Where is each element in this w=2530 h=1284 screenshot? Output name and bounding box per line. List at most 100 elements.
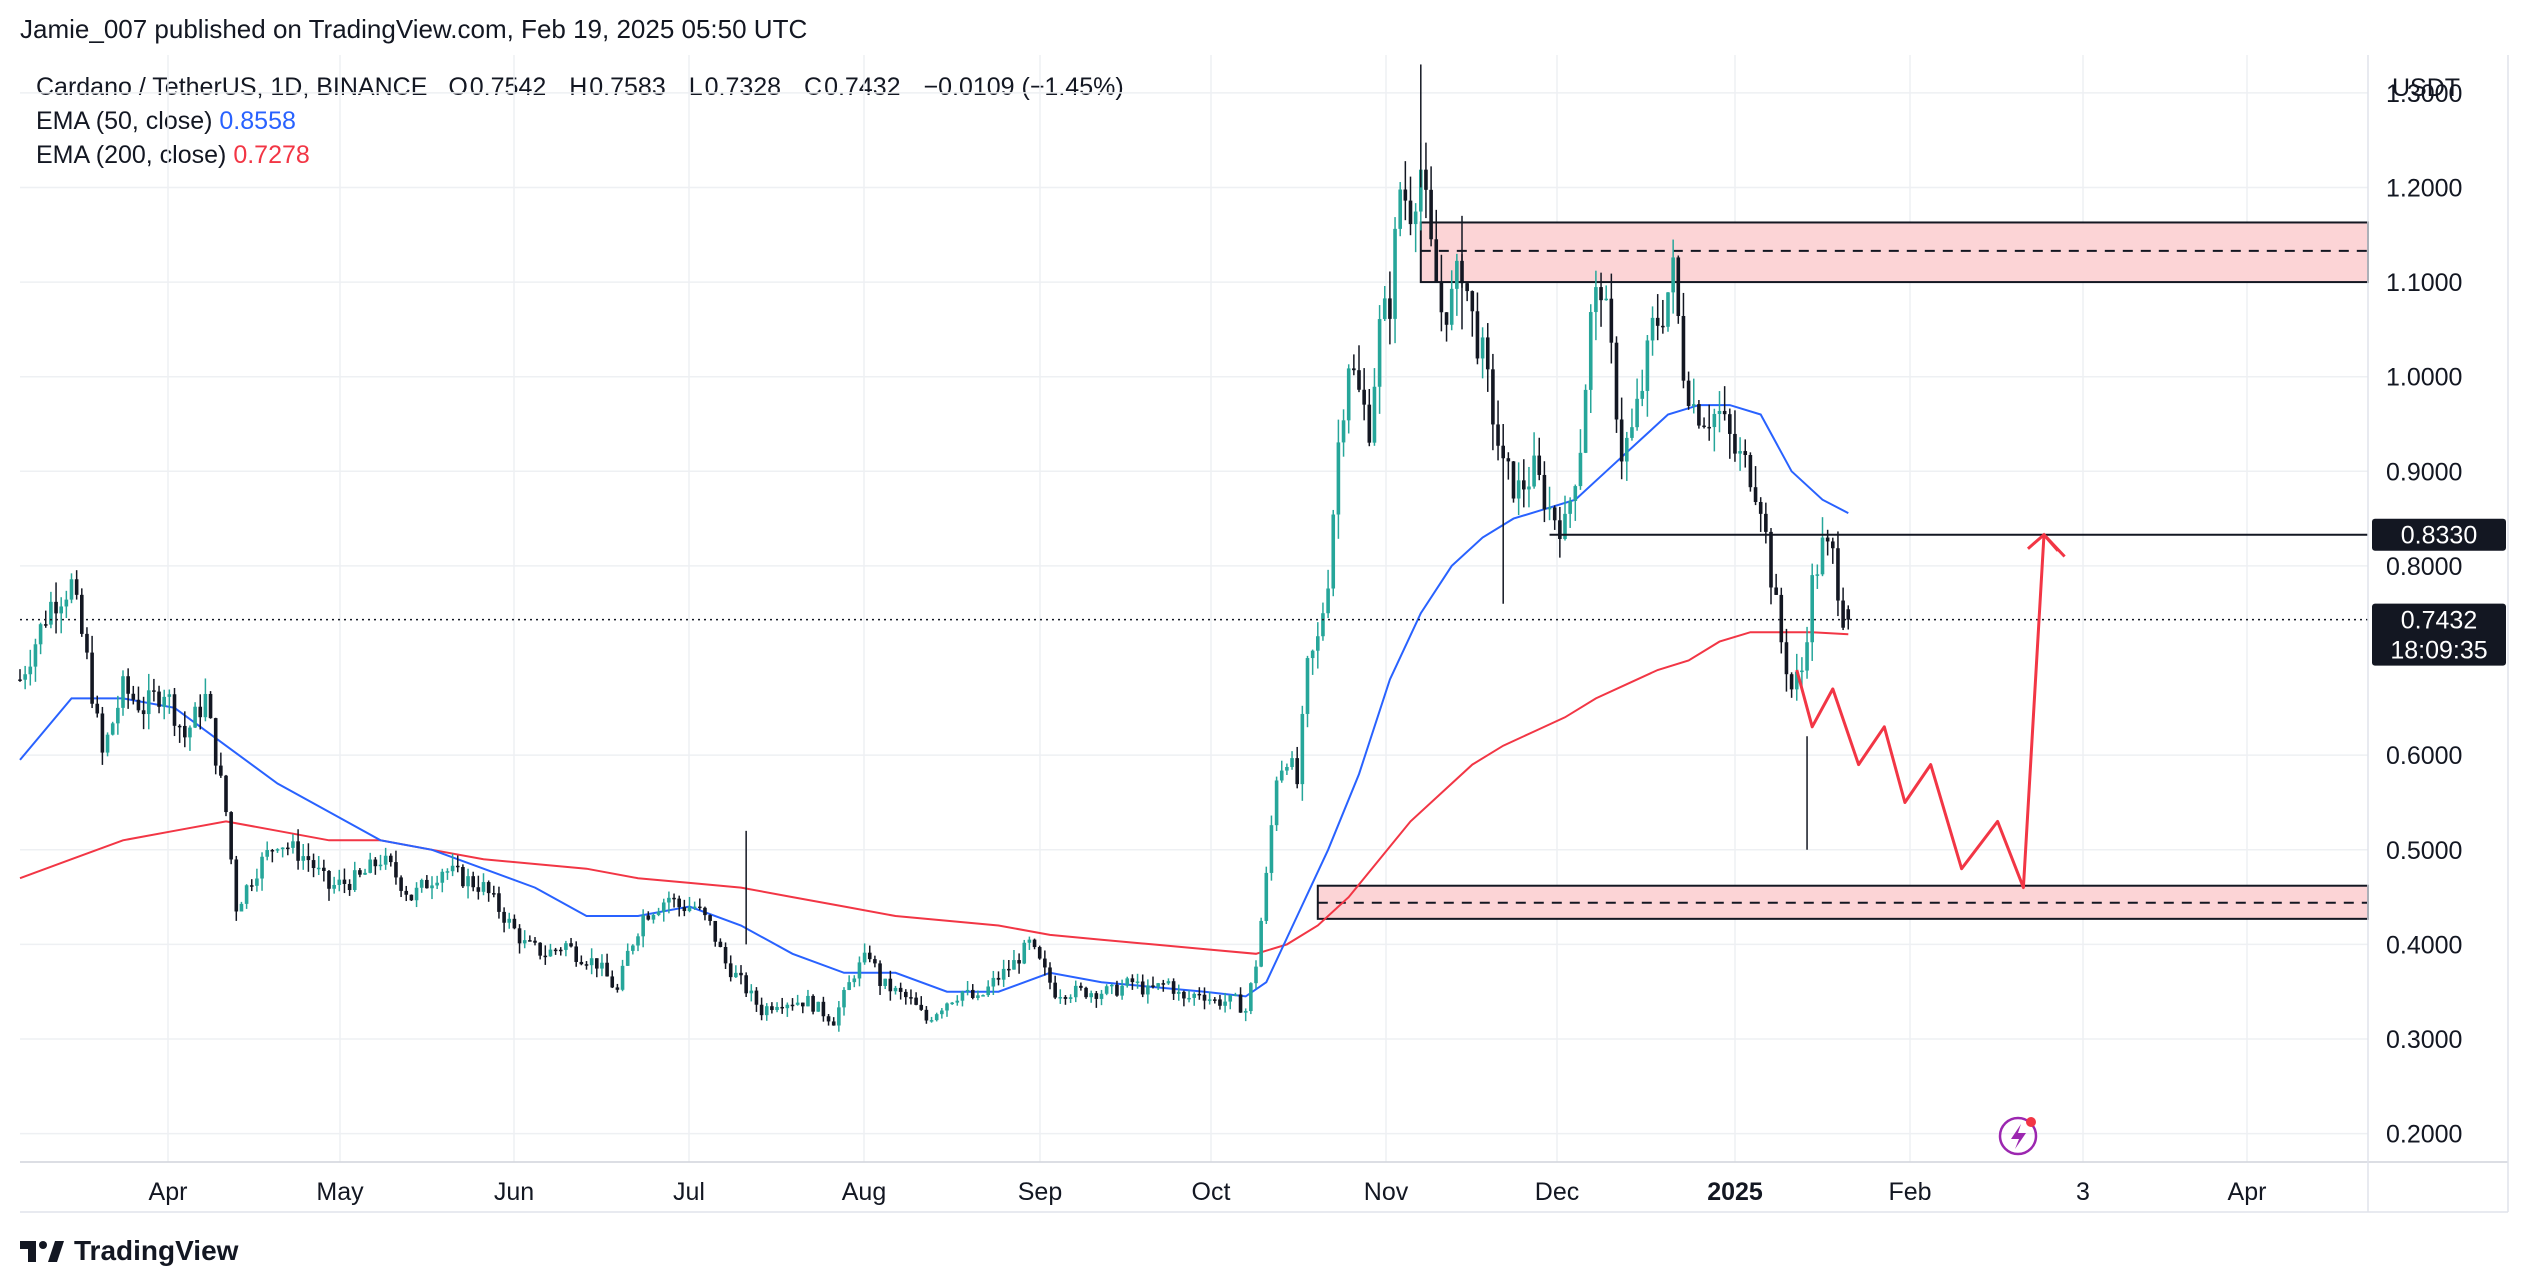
candle-body (595, 958, 599, 969)
ema200-row[interactable]: EMA (200, close) 0.7278 (36, 138, 1126, 172)
candle-body (759, 1004, 764, 1016)
candle-body (528, 940, 532, 942)
candle-body (1449, 288, 1454, 325)
y-tick-label: 0.8000 (2386, 553, 2462, 581)
candle-body (1377, 319, 1382, 387)
candle-body (183, 725, 187, 738)
candle-body (1697, 404, 1701, 426)
candle-body (785, 1004, 790, 1009)
candle-body (1001, 968, 1006, 980)
candle-body (1805, 642, 1809, 671)
candle-body (296, 841, 300, 861)
candle-body (352, 870, 357, 891)
candle-body (898, 987, 903, 992)
candle-body (1758, 502, 1763, 514)
candle-body (213, 718, 218, 766)
candle-body (378, 864, 383, 867)
candle-body (1135, 981, 1140, 983)
candle-body (862, 952, 867, 963)
candle-body (806, 995, 810, 1007)
candle-body (1017, 960, 1021, 964)
candle-body (1604, 298, 1608, 301)
candle-body (548, 949, 553, 957)
candle-body (1527, 486, 1531, 490)
resistance-price-label-bg (2372, 518, 2506, 551)
overlays (20, 532, 2368, 1156)
candle-body (558, 949, 563, 952)
candle-body (440, 871, 445, 883)
candle-body (208, 693, 213, 719)
candle-body (1681, 316, 1686, 381)
candle-body (1156, 983, 1160, 987)
close-value: 0.7432 (824, 73, 901, 101)
last-price-label-text: 0.7432 (2401, 607, 2477, 635)
candle-body (847, 982, 851, 990)
candle-body (1192, 993, 1196, 998)
y-tick-label: 0.6000 (2386, 742, 2462, 770)
candle-body (1511, 461, 1516, 499)
candle-body (517, 928, 522, 944)
candle-body (1666, 292, 1670, 327)
candle-body (322, 867, 326, 871)
ohlc-values: O0.7542 H0.7583 L0.7328 C0.7432 −0.0109 … (448, 73, 1125, 101)
close-label: C (804, 73, 823, 101)
candle-body (1419, 169, 1423, 212)
candle-body (492, 893, 496, 895)
x-tick-label: 3 (2076, 1178, 2090, 1206)
candle-body (538, 942, 542, 956)
ema200-label: EMA (200, close) (36, 141, 227, 169)
candle-body (167, 694, 172, 697)
tradingview-brand: TradingView (74, 1235, 239, 1266)
candle-body (708, 915, 712, 921)
candle-body (1573, 486, 1578, 501)
candle-body (1836, 548, 1840, 601)
candle-body (1635, 398, 1639, 428)
candle-body (193, 706, 197, 728)
candle-body (842, 989, 846, 1008)
candle-body (1800, 670, 1804, 673)
candle-body (801, 1002, 805, 1007)
candle-body (924, 1009, 929, 1021)
candle-body (249, 885, 254, 887)
candle-body (625, 950, 630, 966)
candle-body (311, 860, 316, 869)
candle-body (105, 734, 110, 753)
candle-body (543, 955, 548, 958)
candle-body (615, 987, 620, 990)
candle-body (1233, 994, 1238, 996)
y-tick-label: 0.4000 (2386, 931, 2462, 959)
candle-body (28, 666, 33, 675)
candle-body (90, 652, 94, 704)
candle-body (188, 727, 192, 738)
candle-body (399, 877, 403, 891)
candle-body (1357, 370, 1361, 390)
x-tick-label: Oct (1192, 1178, 1231, 1206)
candle-body (49, 601, 53, 625)
x-tick-label: Nov (1364, 1178, 1409, 1206)
ema50-row[interactable]: EMA (50, close) 0.8558 (36, 104, 1126, 138)
candle-body (1243, 1011, 1248, 1013)
candle-body (1403, 189, 1408, 201)
candle-body (234, 859, 239, 912)
symbol-name[interactable]: Cardano / TetherUS, 1D, BINANCE (36, 73, 428, 101)
tradingview-footer[interactable]: TradingView (20, 1235, 238, 1267)
candle-body (260, 856, 264, 879)
candle-body (270, 850, 275, 852)
candle-body (1089, 993, 1093, 998)
candle-body (1738, 451, 1742, 454)
candle-body (1789, 674, 1794, 690)
candle-body (1429, 189, 1433, 240)
candle-body (1588, 312, 1593, 390)
candle-body (23, 674, 27, 680)
candle-body (74, 579, 79, 595)
zones (1316, 221, 2370, 920)
candle-body (1043, 958, 1047, 968)
flash-icon-dot (2026, 1117, 2036, 1127)
candle-body (610, 976, 615, 988)
candle-body (723, 947, 728, 964)
candle-body (1542, 474, 1547, 510)
candle-body (409, 894, 414, 901)
candle-body (1104, 986, 1109, 994)
candle-body (1007, 968, 1011, 971)
